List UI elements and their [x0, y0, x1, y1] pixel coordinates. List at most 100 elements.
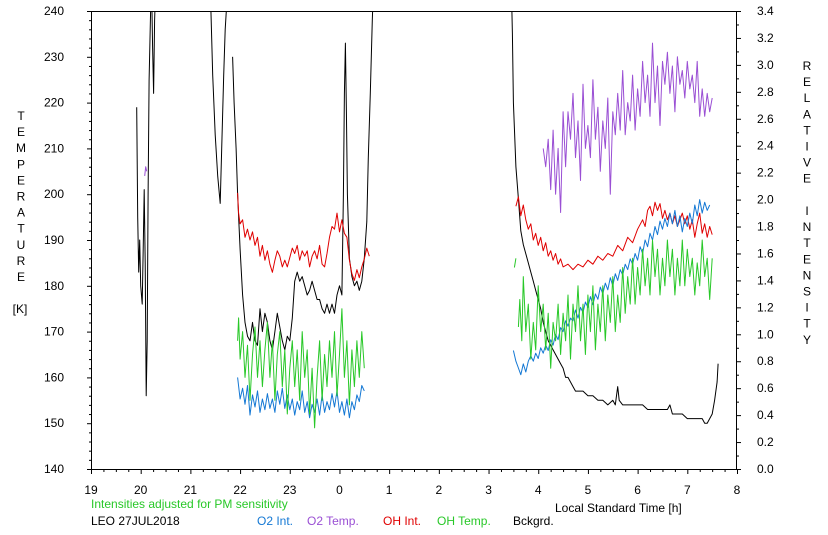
right-tick-label: 1.0: [757, 327, 774, 341]
left-tick-label: 200: [44, 187, 64, 201]
left-axis-title-letter: R: [17, 190, 26, 204]
x-axis-ticks: 19 20 21 22 23 0 1 2 3 4 5 6 7 8: [84, 469, 741, 497]
left-axis-title-letter: T: [17, 222, 25, 236]
series-line-bckgrd: [232, 11, 374, 351]
left-axis-unit: [K]: [13, 302, 28, 316]
right-tick-label: 3.4: [757, 4, 774, 18]
series-line-oh-int: [237, 192, 370, 281]
x-tick-label: 5: [585, 483, 592, 497]
x-tick-label: 8: [734, 483, 741, 497]
x-tick-label: 23: [283, 483, 297, 497]
right-tick-label: 3.2: [757, 31, 774, 45]
right-tick-label: 0.6: [757, 381, 774, 395]
left-axis-title-letter: A: [17, 206, 25, 220]
right-axis-title-letter: N: [803, 268, 812, 282]
sensitivity-note: Intensities adjusted for PM sensitivity: [91, 497, 288, 511]
series-line-oh-temp: [237, 308, 365, 429]
right-axis-title-letter: R: [803, 59, 812, 73]
x-tick-label: 7: [684, 483, 691, 497]
right-axis-title-letter: S: [803, 285, 811, 299]
x-tick-label: 20: [134, 483, 148, 497]
left-tick-label: 220: [44, 96, 64, 110]
right-tick-label: 0.8: [757, 354, 774, 368]
right-tick-label: 2.6: [757, 112, 774, 126]
series-line-oh-int: [515, 196, 713, 271]
right-axis-title-letter: A: [803, 107, 811, 121]
series-line-bckgrd: [136, 11, 152, 397]
right-axis-title-letter: N: [803, 220, 812, 234]
legend-oh-int: OH Int.: [383, 514, 421, 528]
x-tick-label: 1: [386, 483, 393, 497]
legend-bckgrd: Bckgrd.: [513, 514, 554, 528]
series-line-o2-temp: [542, 42, 713, 213]
left-axis-title-letter: T: [17, 109, 25, 123]
right-axis-title-letter: V: [803, 156, 811, 170]
x-tick-label: 22: [233, 483, 247, 497]
right-tick-label: 2.2: [757, 166, 774, 180]
x-axis-label: Local Standard Time [h]: [555, 501, 682, 515]
right-axis-title-letter: I: [805, 301, 808, 315]
series-layer: [136, 11, 719, 429]
left-tick-label: 240: [44, 4, 64, 18]
left-axis-title-letter: E: [17, 270, 25, 284]
series-line-bckgrd: [511, 11, 719, 424]
x-tick-label: 4: [535, 483, 542, 497]
legend-area: Local Standard Time [h] Intensities adju…: [91, 497, 682, 528]
left-tick-label: 230: [44, 50, 64, 64]
series-line-o2-int: [237, 377, 365, 419]
left-tick-label: 140: [44, 462, 64, 476]
series-line-bckgrd: [210, 11, 227, 204]
station-date-label: LEO 27JUL2018: [91, 514, 180, 528]
left-tick-label: 170: [44, 325, 64, 339]
left-axis-title-letter: E: [17, 173, 25, 187]
left-axis-title-letter: R: [17, 254, 26, 268]
right-axis-title-letter: T: [803, 236, 811, 250]
left-tick-label: 190: [44, 233, 64, 247]
series-line-o2-temp: [144, 166, 148, 176]
right-axis-title-letter: I: [805, 140, 808, 154]
left-axis-title-letter: M: [16, 141, 26, 155]
right-axis-title-letter: Y: [803, 333, 811, 347]
right-axis-title-letter: I: [805, 204, 808, 218]
right-axis-title-letter: T: [803, 317, 811, 331]
left-tick-label: 150: [44, 416, 64, 430]
left-tick-label: 180: [44, 279, 64, 293]
right-axis-title-letter: E: [803, 172, 811, 186]
left-axis-title-letter: P: [17, 157, 25, 171]
x-tick-label: 0: [336, 483, 343, 497]
plot-frame: [91, 11, 737, 470]
x-tick-label: 6: [634, 483, 641, 497]
legend-o2-int: O2 Int.: [257, 514, 293, 528]
left-tick-label: 210: [44, 141, 64, 155]
right-tick-label: 2.0: [757, 193, 774, 207]
right-axis-title-letter: E: [803, 75, 811, 89]
left-tick-label: 160: [44, 370, 64, 384]
left-axis-title-letter: U: [17, 238, 26, 252]
series-line-bckgrd: [151, 11, 156, 94]
right-tick-label: 0.0: [757, 462, 774, 476]
legend-oh-temp: OH Temp.: [437, 514, 491, 528]
x-tick-label: 19: [84, 483, 98, 497]
left-axis-ticks: 140 150 160 170 180 190 200 210 220 230 240: [44, 4, 91, 476]
right-axis-ticks: 0.0 0.2 0.4 0.6 0.8 1.0 1.2 1.4 1.6 1.8 2.0 2.2 2.4 2…: [737, 4, 774, 476]
legend-o2-temp: O2 Temp.: [307, 514, 359, 528]
right-tick-label: 1.8: [757, 220, 774, 234]
right-tick-label: 1.4: [757, 273, 774, 287]
x-tick-label: 3: [485, 483, 492, 497]
right-tick-label: 3.0: [757, 58, 774, 72]
right-tick-label: 0.4: [757, 408, 774, 422]
x-tick-label: 21: [184, 483, 198, 497]
series-line-oh-temp: [513, 258, 517, 268]
series-line-oh-temp: [517, 239, 713, 369]
right-tick-label: 0.2: [757, 435, 774, 449]
right-tick-label: 2.8: [757, 85, 774, 99]
right-axis-title-letter: E: [803, 252, 811, 266]
series-line-o2-int: [512, 199, 711, 376]
left-axis-title-letter: E: [17, 125, 25, 139]
right-tick-label: 2.4: [757, 139, 774, 153]
right-tick-label: 1.6: [757, 246, 774, 260]
right-axis-title-letter: T: [803, 123, 811, 137]
